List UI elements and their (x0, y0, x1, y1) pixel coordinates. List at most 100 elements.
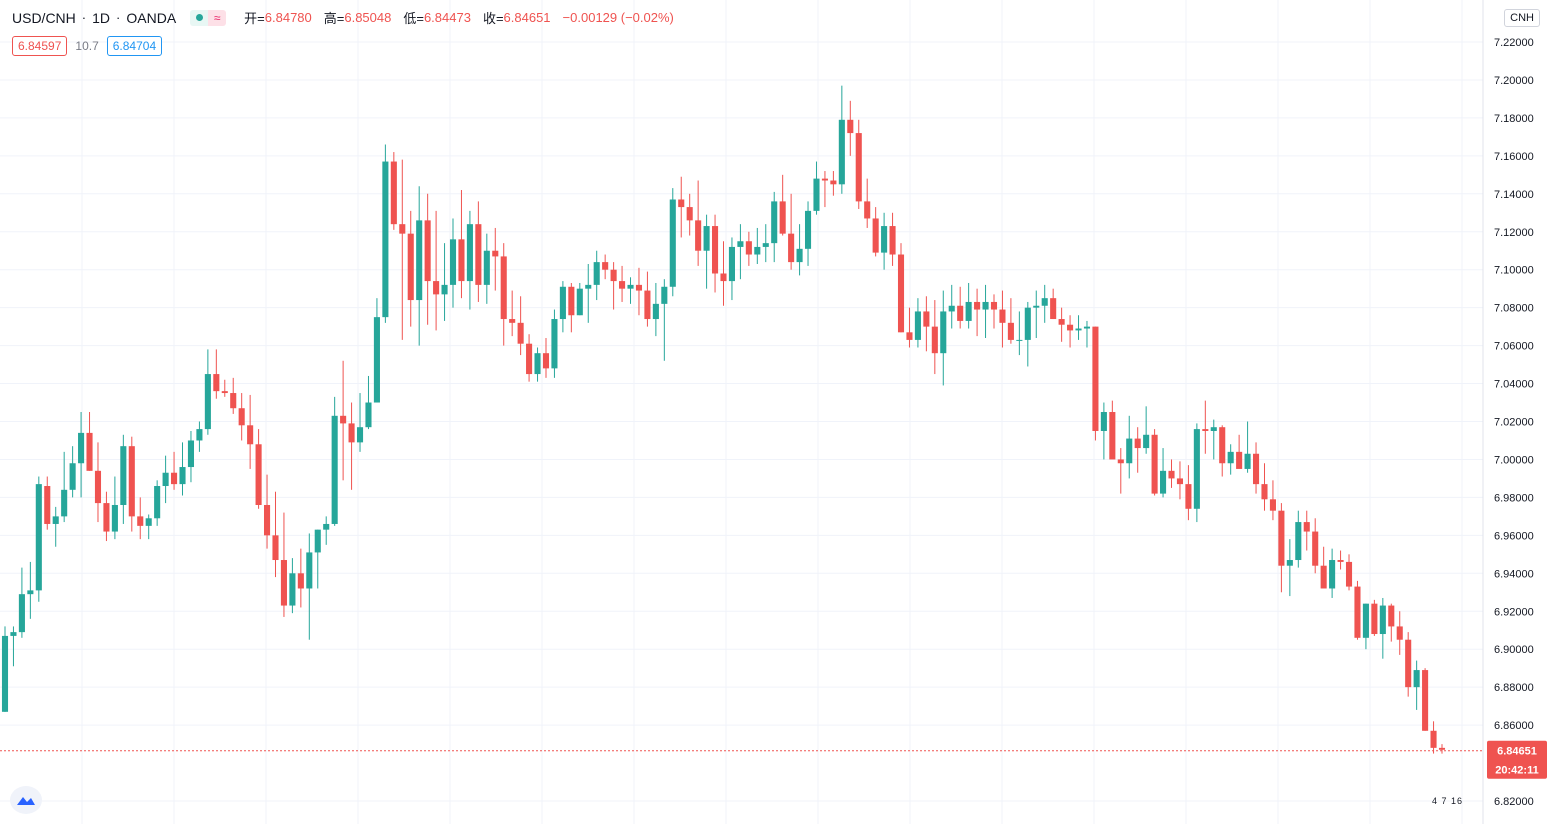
bid-ask-panel: 6.84597 10.7 6.84704 (12, 36, 163, 56)
candle-body (1371, 603, 1378, 635)
candle (821, 171, 828, 208)
candle-body (728, 246, 735, 282)
candle (703, 214, 710, 289)
candle (627, 277, 634, 304)
candle (1430, 721, 1437, 754)
candle (737, 224, 744, 280)
candle (897, 243, 905, 333)
candle-body (974, 301, 981, 310)
candle-body (923, 311, 930, 327)
candle (762, 224, 769, 263)
symbol-name[interactable]: USD/CNH (12, 9, 76, 26)
candle (247, 394, 254, 469)
candle (661, 279, 668, 361)
candle (804, 201, 812, 266)
candle (644, 271, 651, 327)
candle (18, 567, 25, 638)
candle-body (179, 467, 186, 485)
y-tick-label: 7.10000 (1494, 265, 1534, 277)
candle-body (187, 440, 195, 468)
candle-body (44, 486, 51, 524)
candle-body (111, 504, 118, 532)
candle-body (458, 239, 465, 282)
candle-body (897, 254, 905, 333)
candle (1219, 425, 1226, 477)
candle-body (652, 303, 659, 320)
candle-body (1303, 522, 1310, 532)
candle-body (635, 284, 643, 291)
price-axis[interactable]: 7.22000 7.20000 7.18000 7.16000 7.14000 7.120… (1494, 37, 1534, 808)
candle-body (948, 305, 955, 312)
candle-body (585, 284, 592, 289)
candle-body (399, 224, 406, 234)
tradingview-logo-icon[interactable] (10, 786, 42, 814)
y-tick-label: 6.98000 (1494, 492, 1534, 504)
candle (407, 210, 414, 327)
y-tick-label: 7.04000 (1494, 379, 1534, 391)
interval-label[interactable]: 1D (92, 9, 111, 26)
candle (652, 282, 659, 337)
wave-icon[interactable]: ≈ (208, 9, 227, 26)
candle-body (1202, 429, 1209, 431)
candle (695, 180, 702, 266)
candle-body (1362, 603, 1369, 638)
candle (517, 296, 524, 356)
candle (678, 176, 685, 238)
candle (179, 442, 186, 496)
candle-body (990, 301, 998, 310)
bid-price-button[interactable]: 6.84597 (12, 36, 68, 56)
candle (340, 360, 347, 481)
candle (1286, 539, 1293, 597)
ask-price-button[interactable]: 6.84704 (106, 36, 163, 56)
candle-body (610, 269, 617, 282)
candle (500, 243, 507, 346)
logo-mountain-icon (17, 797, 35, 805)
market-status-dot-icon[interactable] (190, 9, 209, 26)
candle (466, 210, 473, 310)
candle (120, 434, 127, 524)
candle (103, 491, 110, 542)
candle (449, 218, 457, 308)
candle-body (703, 226, 710, 251)
candle-body (788, 233, 795, 263)
candle-body (906, 332, 913, 340)
candle (1050, 288, 1057, 320)
candle-body (272, 535, 279, 561)
candle-body (382, 161, 389, 318)
candle-body (695, 220, 702, 251)
candle-body (982, 301, 989, 310)
currency-button[interactable]: CNH (1504, 9, 1540, 27)
low-value: 6.84473 (423, 10, 471, 25)
candle (864, 178, 871, 228)
candle-body (1050, 298, 1057, 320)
y-tick-label: 7.22000 (1494, 37, 1534, 49)
candle-body (720, 273, 727, 282)
candle (526, 334, 533, 382)
candle-body (35, 484, 42, 591)
candle-body (1033, 305, 1040, 308)
candle (1371, 599, 1378, 636)
candle-body (162, 472, 169, 487)
candle (1083, 320, 1091, 348)
candle (1252, 442, 1260, 494)
candle (1438, 744, 1446, 754)
candle (1405, 632, 1412, 697)
candle-body (712, 226, 719, 274)
candle (1100, 402, 1107, 460)
candle (669, 188, 676, 297)
candle-body (238, 408, 245, 426)
spread-value: 10.7 (75, 39, 99, 53)
candle (957, 286, 964, 329)
candle (10, 626, 17, 667)
candle (1320, 546, 1327, 589)
candle (35, 476, 42, 602)
candle-body (314, 529, 321, 553)
candle (272, 491, 279, 578)
flag-badge-icon[interactable]: 4 7 16 (1432, 796, 1463, 806)
candle-body (424, 220, 431, 282)
candle-body (779, 201, 786, 234)
candle-body (1261, 484, 1268, 500)
candle (1337, 550, 1344, 570)
candle (534, 347, 541, 382)
